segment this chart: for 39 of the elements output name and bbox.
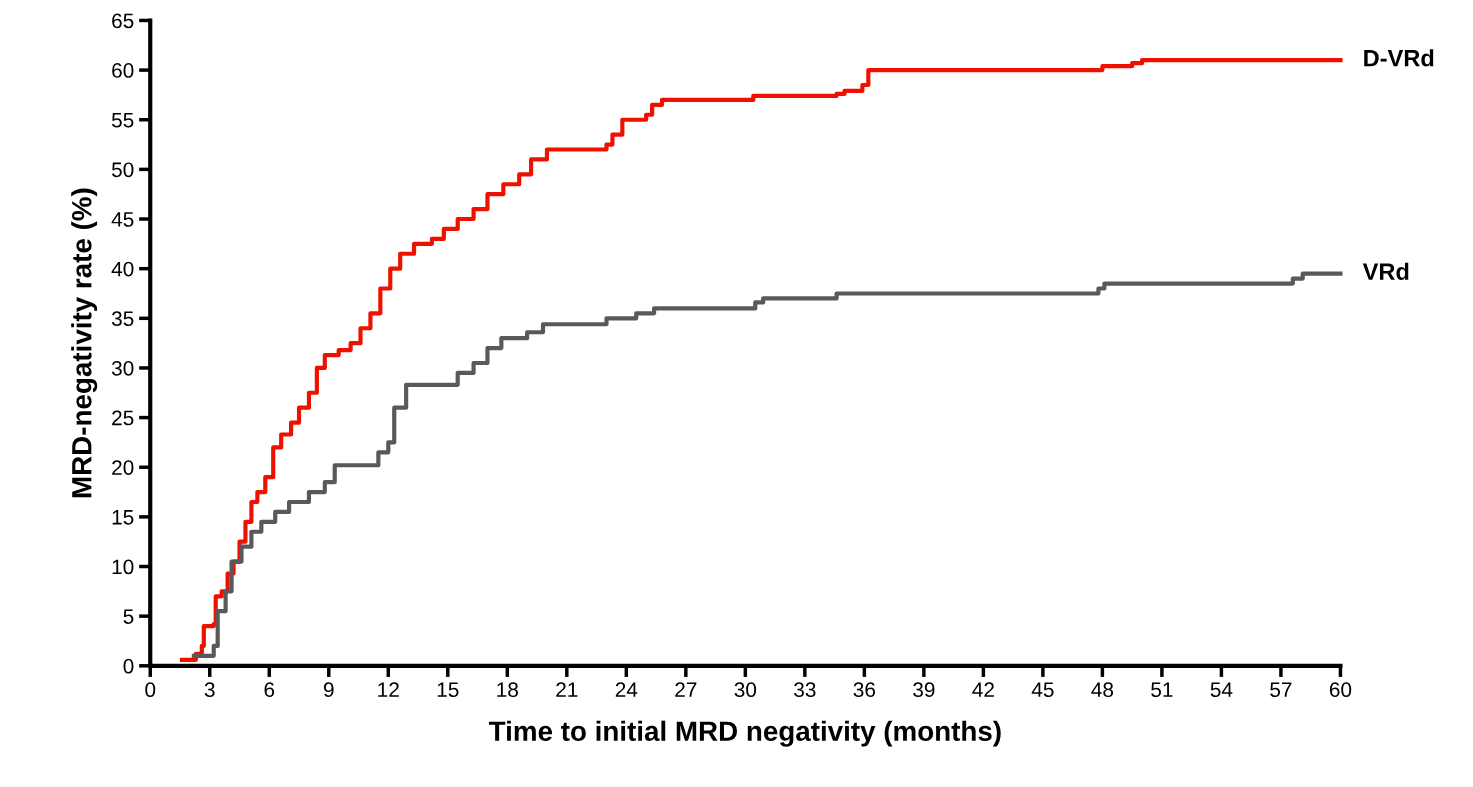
x-tick-label: 45 bbox=[1031, 682, 1054, 698]
y-axis-title: MRD-negativity rate (%) bbox=[71, 188, 98, 498]
x-tick-label: 24 bbox=[615, 682, 638, 697]
x-tick-label: 39 bbox=[913, 682, 935, 698]
x-tick-label: 21 bbox=[556, 682, 578, 697]
y-tick-label: 0 bbox=[123, 658, 134, 674]
x-tick-label: 9 bbox=[323, 682, 334, 698]
x-tick-label: 48 bbox=[1091, 682, 1114, 698]
x-tick-label: 15 bbox=[437, 682, 459, 698]
x-tick-label: 33 bbox=[794, 682, 816, 698]
x-tick-label: 54 bbox=[1210, 682, 1233, 698]
y-tick-label: 30 bbox=[111, 360, 134, 376]
x-tick-label: 60 bbox=[1329, 682, 1352, 698]
y-tick-label: 45 bbox=[111, 212, 134, 227]
y-tick-label: 5 bbox=[123, 609, 134, 624]
y-tick-label: 65 bbox=[112, 13, 134, 29]
series-label: D-VRd bbox=[1364, 49, 1434, 67]
y-tick-label: 55 bbox=[111, 112, 134, 128]
y-tick-label: 20 bbox=[112, 460, 134, 475]
y-tick-label: 50 bbox=[111, 162, 134, 178]
x-tick-label: 36 bbox=[853, 682, 876, 698]
x-tick-label: 27 bbox=[675, 682, 697, 697]
series-label: VRd bbox=[1362, 262, 1409, 280]
x-tick-label: 3 bbox=[204, 682, 215, 698]
y-tick-label: 60 bbox=[112, 63, 134, 78]
x-tick-label: 42 bbox=[972, 682, 994, 697]
y-tick-label: 10 bbox=[112, 559, 134, 575]
x-tick-label: 0 bbox=[145, 682, 156, 698]
x-tick-label: 30 bbox=[734, 682, 757, 698]
x-tick-label: 51 bbox=[1151, 682, 1173, 698]
x-tick-label: 12 bbox=[378, 682, 399, 697]
x-tick-label: 6 bbox=[264, 682, 275, 698]
y-tick-label: 35 bbox=[111, 311, 134, 327]
x-tick-label: 57 bbox=[1270, 682, 1292, 698]
y-tick-label: 15 bbox=[112, 510, 134, 525]
y-tick-label: 40 bbox=[111, 261, 134, 277]
x-tick-label: 18 bbox=[497, 682, 518, 698]
y-tick-label: 25 bbox=[112, 410, 134, 426]
x-axis-title: Time to initial MRD negativity (months) bbox=[488, 720, 1001, 747]
